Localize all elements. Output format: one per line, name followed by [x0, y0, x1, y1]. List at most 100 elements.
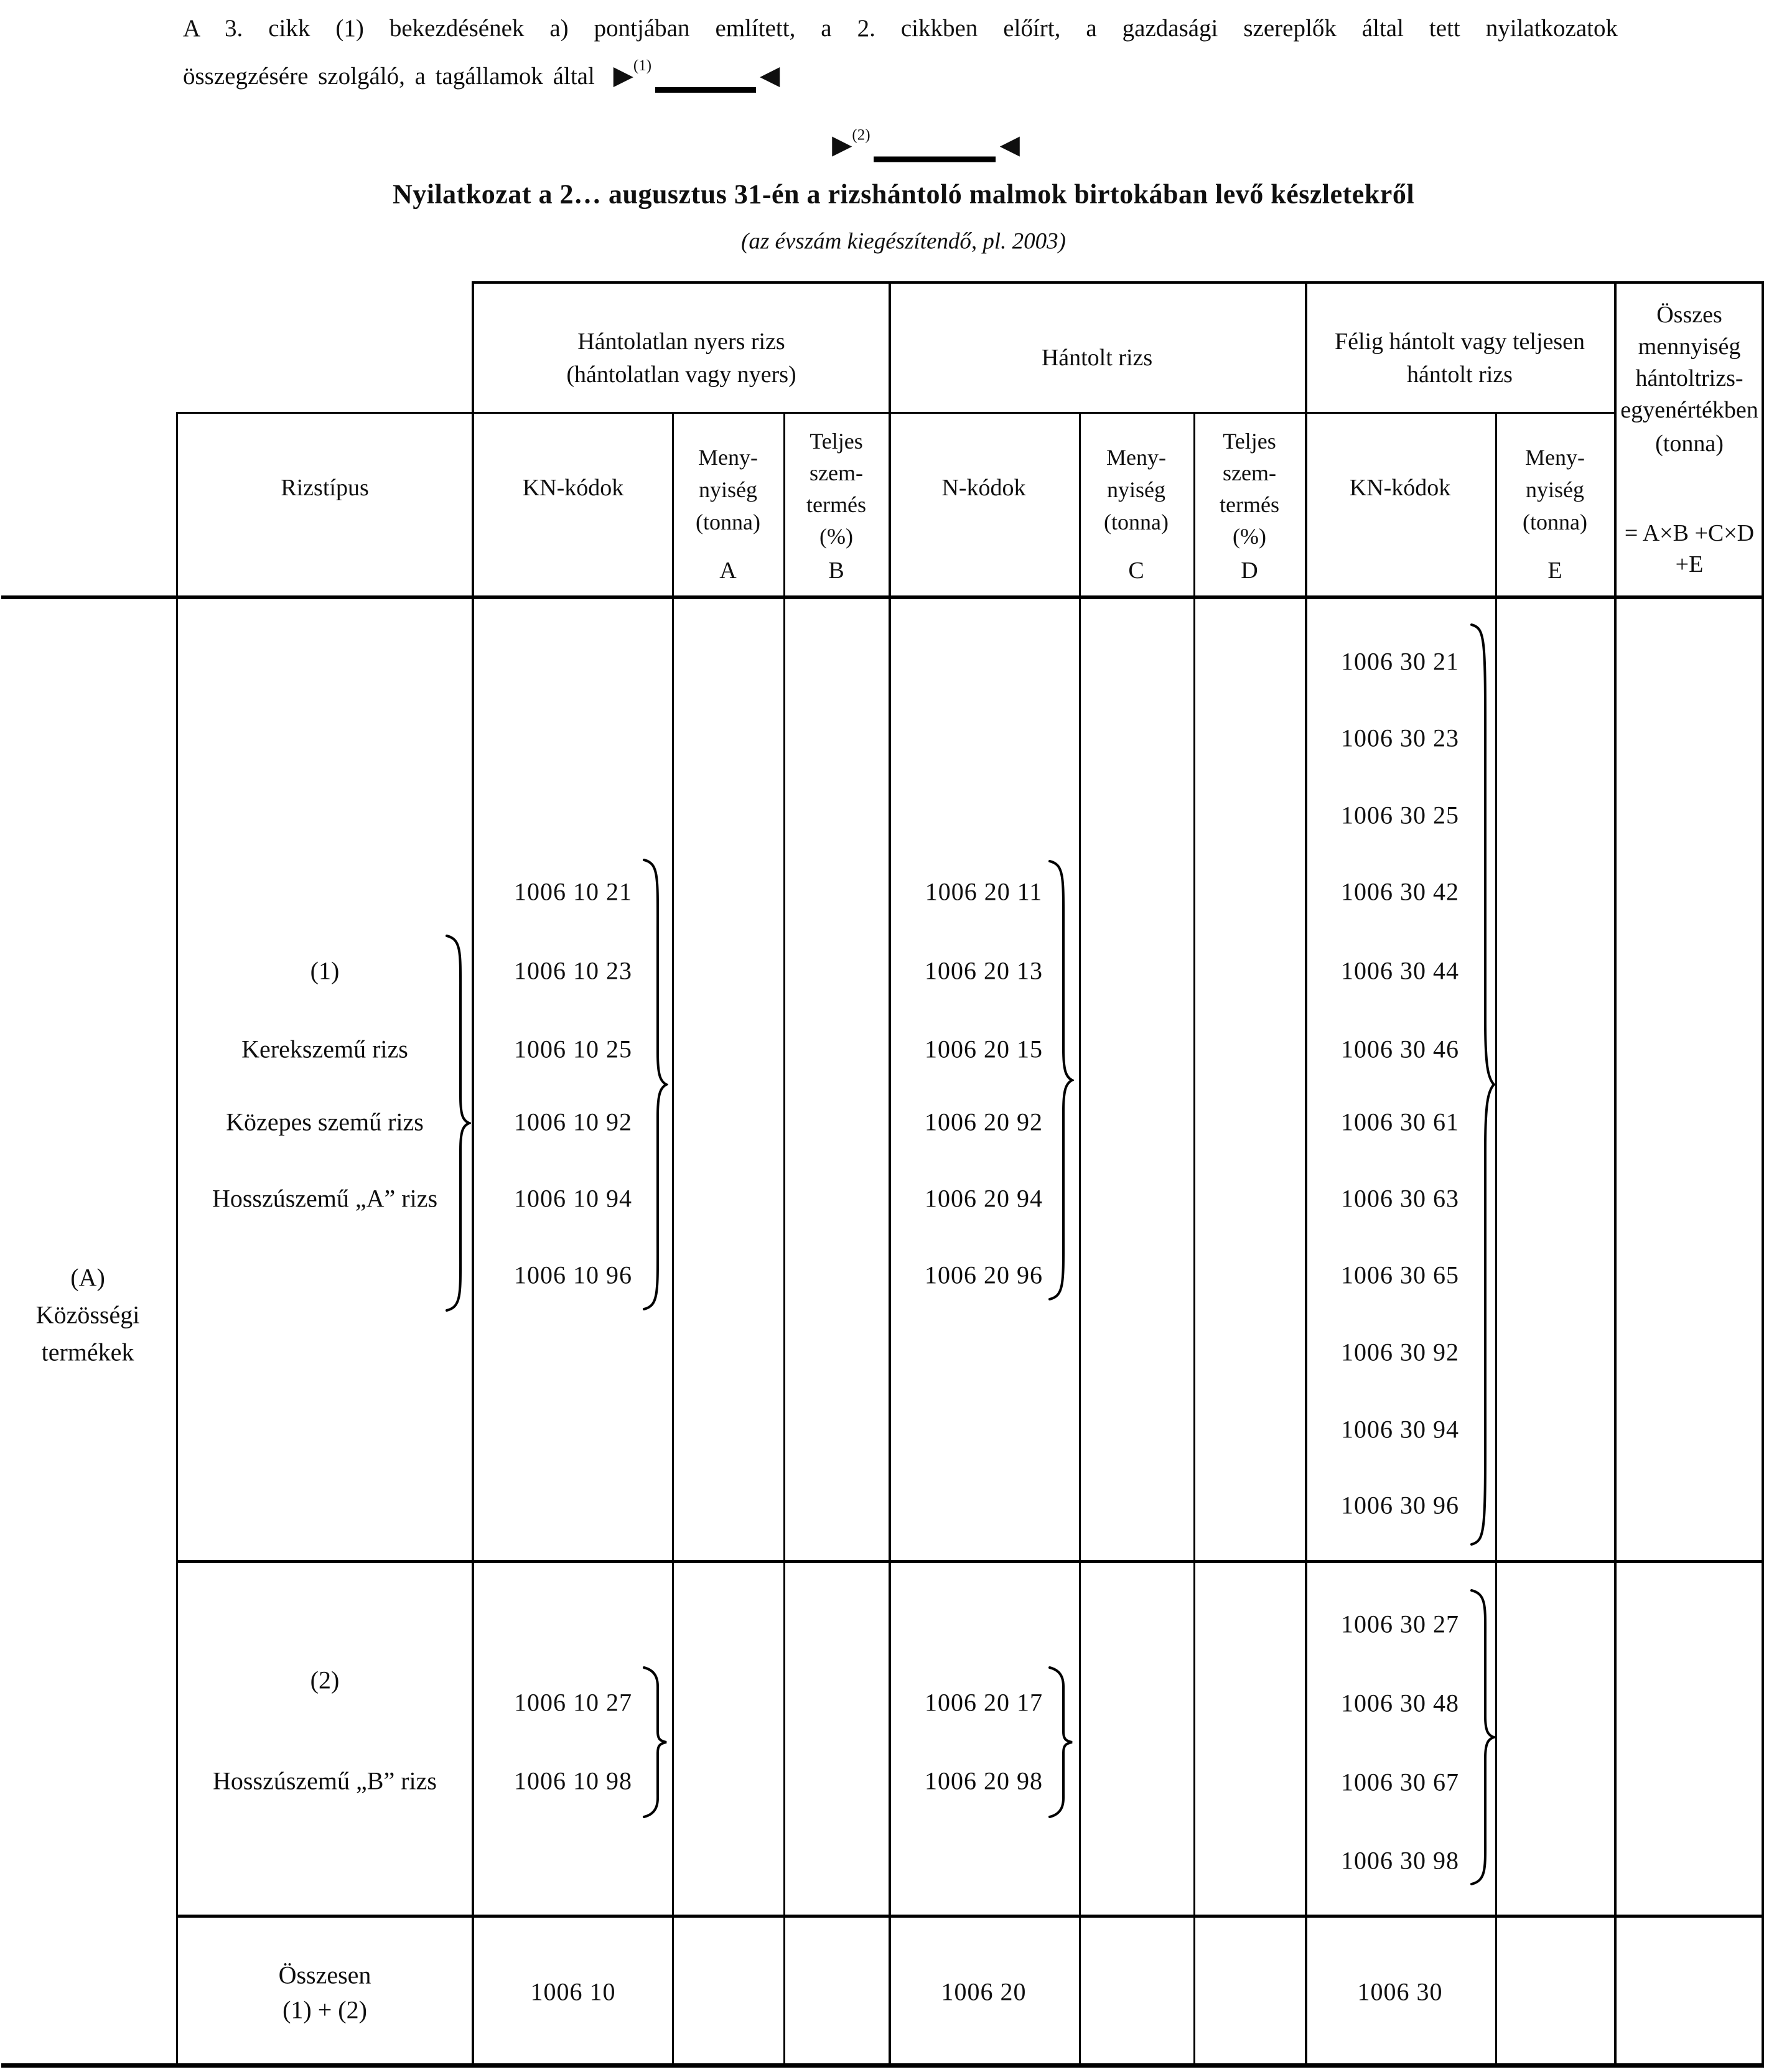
- row-group-label-line: (A): [70, 1263, 105, 1292]
- col-letter-b: B: [828, 558, 844, 584]
- kn-code: 1006 10 21: [514, 877, 632, 906]
- n-code: 1006 20 11: [925, 877, 1043, 906]
- grid-line: [1079, 412, 1081, 2068]
- grid-line: [1495, 412, 1497, 2068]
- col-header-yield-line: szem-: [810, 460, 863, 485]
- grid-line: [176, 412, 1617, 414]
- col-header-yield-line: termés: [806, 492, 866, 517]
- kn-code: 1006 30 61: [1341, 1108, 1459, 1136]
- amendment-marker-2: ▶(2) ◀: [832, 127, 1020, 162]
- col-header-kn-codes-3: KN-kódok: [1349, 475, 1451, 501]
- col-header-qty-line: (tonna): [696, 510, 760, 534]
- total-col-formula-line1: = A×B +C×D: [1624, 520, 1755, 546]
- row-group-label-line: Közösségi: [35, 1300, 140, 1329]
- kn-code: 1006 10 25: [514, 1035, 632, 1063]
- grid-line: [177, 1560, 1764, 1563]
- n-code: 1006 20 92: [925, 1108, 1043, 1136]
- col-header-yield-line: Teljes: [810, 429, 863, 454]
- group-header-paddy-line2: (hántolatlan vagy nyers): [566, 362, 796, 388]
- blank-fill-line: [655, 81, 757, 93]
- curly-brace-n-section1: [1047, 859, 1074, 1302]
- kn-code: 1006 30 96: [1341, 1491, 1459, 1519]
- col-header-n-codes: N-kódok: [941, 475, 1026, 501]
- kn-code: 1006 10 94: [514, 1184, 632, 1213]
- col-header-qty-line: nyiség: [1107, 477, 1165, 502]
- grid-line: [473, 281, 1764, 284]
- grid-line: [1193, 412, 1195, 2068]
- rice-type-label: Közepes szemű rizs: [226, 1108, 424, 1136]
- grid-line: [176, 412, 178, 2068]
- filled-right-triangle-icon: ▶: [613, 60, 633, 90]
- col-header-rice-type: Rizstípus: [281, 475, 369, 501]
- col-header-yield-line: (%): [819, 524, 853, 549]
- curly-brace-kn1-section1: [641, 857, 668, 1312]
- page-title: Nyilatkozat a 2… augusztus 31-én a rizsh…: [392, 179, 1415, 210]
- n-code: 1006 20 17: [925, 1688, 1043, 1717]
- grid-line: [1, 2063, 1764, 2068]
- kn-code: 1006 30 48: [1341, 1689, 1459, 1717]
- n-code: 1006 20 94: [925, 1184, 1043, 1213]
- kn-code: 1006 30 94: [1341, 1415, 1459, 1444]
- kn-code: 1006 30 46: [1341, 1035, 1459, 1063]
- total-row-label-line1: Összesen: [278, 1961, 371, 1989]
- col-header-qty-line: Meny-: [1106, 445, 1166, 470]
- grid-line: [889, 281, 891, 2068]
- grid-line: [1, 595, 1764, 599]
- curly-brace-n-section2: [1047, 1665, 1074, 1819]
- kn-code: 1006 30 67: [1341, 1768, 1459, 1796]
- col-header-yield-line: szem-: [1223, 460, 1276, 485]
- kn-code: 1006 30 44: [1341, 956, 1459, 985]
- kn-code: 1006 10 96: [514, 1261, 632, 1289]
- filled-right-triangle-icon: ▶: [832, 129, 852, 160]
- total-col-header-line: (tonna): [1655, 431, 1724, 457]
- grid-line: [177, 1915, 1764, 1918]
- intro-line-2-text: összegzésére szolgáló, a tagállamok álta…: [183, 63, 595, 90]
- curly-brace-kn3-section1: [1468, 622, 1496, 1547]
- kn-code: 1006 10 23: [514, 956, 632, 985]
- kn-code: 1006 10 92: [514, 1108, 632, 1136]
- col-header-qty-line: Meny-: [698, 445, 758, 470]
- col-letter-e: E: [1547, 558, 1562, 584]
- group-header-paddy-line1: Hántolatlan nyers rizs: [577, 329, 785, 355]
- section2-number: (2): [310, 1666, 340, 1694]
- group-header-husked: Hántolt rizs: [1041, 345, 1153, 371]
- intro-line-2: összegzésére szolgáló, a tagállamok álta…: [183, 47, 780, 95]
- rice-type-label: Hosszúszemű „B” rizs: [213, 1766, 437, 1795]
- amendment-ref-1: (1): [633, 57, 652, 74]
- total-col-header-line: egyenértékben: [1620, 397, 1758, 423]
- col-header-qty-line: Meny-: [1525, 445, 1585, 470]
- grid-line: [472, 281, 474, 2068]
- total-col-header-line: Összes: [1656, 302, 1722, 328]
- col-header-qty-line: (tonna): [1104, 510, 1169, 534]
- col-letter-d: D: [1241, 558, 1258, 584]
- grid-line: [783, 412, 785, 2068]
- section1-number: (1): [310, 956, 340, 985]
- kn-code: 1006 10 27: [514, 1688, 632, 1717]
- col-header-kn-codes-1: KN-kódok: [522, 475, 624, 501]
- filled-left-triangle-icon: ◀: [760, 60, 780, 90]
- intro-line-1: A 3. cikk (1) bekezdésének a) pontjában …: [183, 15, 1618, 42]
- curly-brace-kn3-section2: [1468, 1588, 1496, 1887]
- kn-code: 1006 30 98: [1341, 1846, 1459, 1875]
- col-header-yield-line: termés: [1220, 492, 1279, 517]
- col-header-yield-line: (%): [1233, 524, 1266, 549]
- grid-line: [1614, 281, 1617, 2068]
- total-row-label-line2: (1) + (2): [282, 1995, 367, 2024]
- kn-code: 1006 30 23: [1341, 724, 1459, 752]
- kn-code: 1006 10 98: [514, 1766, 632, 1795]
- total-col-header-line: hántoltrizs-: [1635, 365, 1743, 391]
- group-header-milled-line1: Félig hántolt vagy teljesen: [1334, 329, 1585, 355]
- kn-code: 1006 10: [530, 1977, 616, 2006]
- n-code: 1006 20 98: [925, 1766, 1043, 1795]
- total-col-formula-line2: +E: [1675, 551, 1704, 577]
- n-code: 1006 20 96: [925, 1261, 1043, 1289]
- n-code: 1006 20 15: [925, 1035, 1043, 1063]
- row-group-label-line: termékek: [41, 1338, 134, 1366]
- rice-type-label: Hosszúszemű „A” rizs: [212, 1184, 438, 1213]
- grid-line: [1305, 281, 1307, 2068]
- total-col-header-line: mennyiség: [1638, 334, 1741, 360]
- page-subtitle: (az évszám kiegészítendő, pl. 2003): [740, 228, 1067, 254]
- n-code: 1006 20 13: [925, 956, 1043, 985]
- group-header-milled-line2: hántolt rizs: [1407, 362, 1513, 388]
